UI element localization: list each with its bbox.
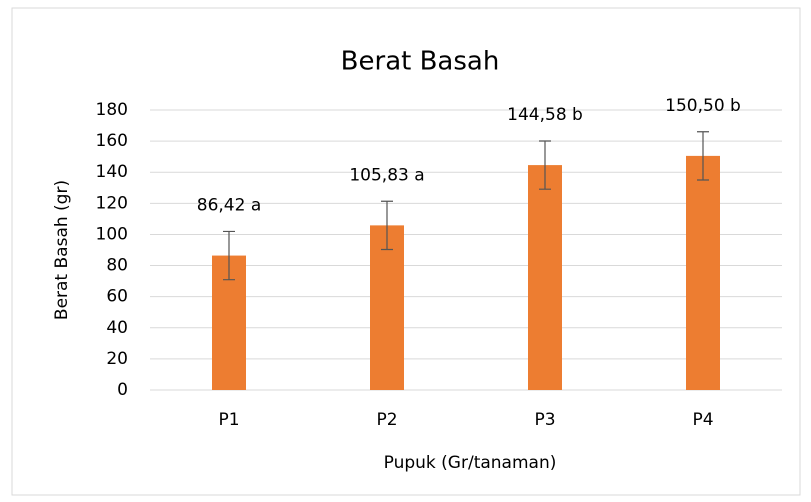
chart-title: Berat Basah xyxy=(341,47,500,77)
y-axis-label: Berat Basah (gr) xyxy=(52,180,72,320)
y-tick-label: 160 xyxy=(96,131,128,151)
data-label: 86,42 a xyxy=(197,195,262,215)
error-bar xyxy=(223,230,235,281)
y-tick-label: 180 xyxy=(96,100,128,120)
bar xyxy=(528,165,562,390)
error-bar xyxy=(697,131,709,181)
chart-frame xyxy=(11,7,801,496)
x-tick-label: P3 xyxy=(534,410,555,430)
y-tick-label: 40 xyxy=(106,318,128,338)
y-tick-label: 140 xyxy=(96,162,128,182)
data-label: 144,58 b xyxy=(507,105,583,125)
x-tick-label: P1 xyxy=(218,410,239,430)
error-bar xyxy=(539,140,551,190)
y-tick-label: 60 xyxy=(106,287,128,307)
y-tick-label: 100 xyxy=(96,224,128,244)
y-tick-label: 120 xyxy=(96,193,128,213)
bar xyxy=(686,155,720,390)
x-tick-label: P4 xyxy=(692,410,713,430)
data-label: 105,83 a xyxy=(349,165,424,185)
y-tick-label: 80 xyxy=(106,256,128,276)
y-tick-label: 20 xyxy=(106,349,128,369)
y-tick-label: 0 xyxy=(117,380,128,400)
data-label: 150,50 b xyxy=(665,96,741,116)
x-axis-label: Pupuk (Gr/tanaman) xyxy=(384,453,557,473)
bar xyxy=(370,225,404,390)
error-bar xyxy=(381,200,393,251)
x-tick-label: P2 xyxy=(376,410,397,430)
